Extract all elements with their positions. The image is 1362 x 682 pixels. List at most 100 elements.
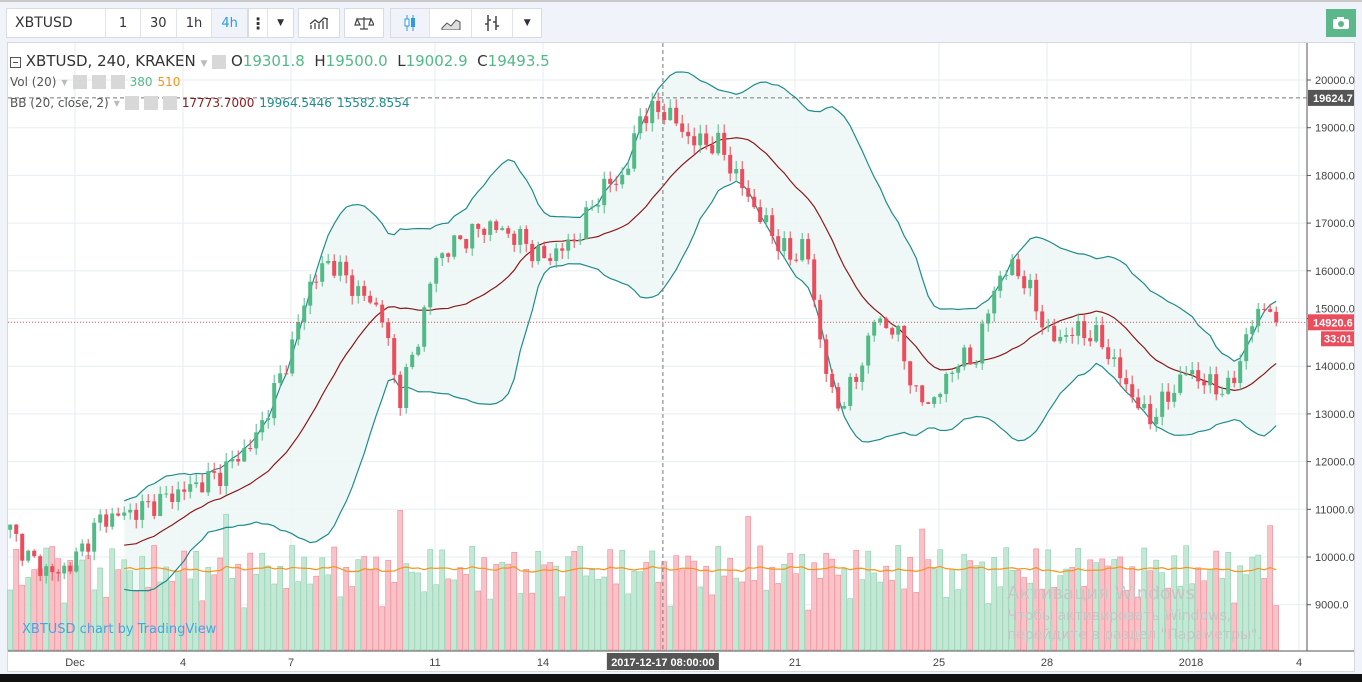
candle-body [578,239,583,242]
volume-bar [1225,551,1231,651]
volume-bar [1087,559,1093,651]
volume-bar [853,550,860,651]
volume-bar [889,579,896,651]
interval-1h[interactable]: 1h [177,9,213,37]
volume-bar [1231,602,1237,651]
volume-bar [247,552,253,651]
price-tick-label: 20000.0 [1315,75,1355,87]
volume-title[interactable]: Vol (20) [10,75,57,89]
time-tick-label: 4 [180,657,186,669]
volume-bar [205,567,211,651]
price-tick-label: 19000.0 [1315,123,1355,135]
price-tick-label: 18000.0 [1315,170,1355,182]
candle-body [734,169,739,174]
candle-body [122,512,127,516]
compare-icon[interactable] [345,9,383,37]
interval-30[interactable]: 30 [141,9,177,37]
candle-body [1142,403,1147,409]
volume-bar [661,561,668,651]
symbol-search[interactable]: XBTUSD [7,9,107,37]
camera-icon[interactable] [1326,9,1356,37]
time-tick-label: Dec [65,657,85,669]
interval-1[interactable]: 1 [106,9,141,37]
volume-bar [403,563,410,651]
candle-body [68,565,73,572]
candle-body [242,448,247,462]
volume-bar [739,581,746,651]
candle-body [272,382,277,419]
candle-body [302,305,307,323]
watermark[interactable]: XBTUSD chart by TradingView [22,622,217,637]
bb-upper-value: 19964.5446 [259,96,332,110]
candle-body [1250,326,1255,335]
candle-body [1214,374,1219,395]
candle-body [446,253,451,257]
volume-bar [769,566,776,651]
eye-icon[interactable] [212,54,227,69]
volume-bar [61,602,68,651]
volume-bar [1045,549,1051,651]
bb-title[interactable]: BB (20, close, 2) [10,96,109,110]
chevron-down-icon[interactable]: ▼ [113,98,120,108]
area-chart-icon[interactable] [430,9,472,37]
eye-icon[interactable] [124,96,139,110]
volume-bar [883,565,890,651]
volume-legend: Vol (20) ▼ 380 510 [10,75,180,89]
chevron-down-icon[interactable]: ▼ [200,59,208,69]
candle-body [224,461,229,487]
volume-bar [985,603,992,651]
candle-body [782,238,787,252]
volume-bar [97,567,103,651]
volume-bar [187,578,193,651]
candle-body [158,493,163,516]
candle-body [170,493,175,502]
candle-body [1028,279,1033,289]
interval-4h[interactable]: 4h [212,9,248,37]
low-label: L [397,52,406,70]
candle-body [1130,384,1135,398]
gear-icon[interactable] [143,96,158,110]
volume-value: 380 [129,75,153,89]
chevron-down-icon[interactable]: ▼ [277,18,285,28]
legend-title[interactable]: XBTUSD, 240, KRAKEN [25,52,196,70]
volume-bar [373,556,380,651]
candle-body [356,286,361,296]
candles-icon[interactable] [391,9,431,37]
indicators-icon[interactable] [299,9,339,37]
chevron-down-icon[interactable]: ▼ [523,18,531,28]
candle-body [746,188,751,197]
windows-activation-title: Активация Windows [1007,583,1195,604]
collapse-icon[interactable]: – [10,56,21,68]
volume-bar [511,551,518,651]
close-icon[interactable] [110,75,125,89]
candle-body [398,374,403,409]
candle-body [668,107,673,120]
eye-icon[interactable] [72,75,87,89]
volume-bar [355,559,362,651]
candle-body [152,501,157,516]
volume-bar [961,554,968,651]
volume-bar [175,570,181,651]
candle-body [1052,325,1057,342]
volume-ma-value: 510 [157,75,181,89]
bars-icon[interactable] [472,9,514,37]
volume-bar [565,556,572,651]
gear-icon[interactable] [91,75,106,89]
candle-body [980,323,985,364]
volume-bar [667,605,674,651]
volume-bar [19,584,26,651]
close-value: 19493.5 [487,52,550,70]
candle-body [374,302,379,305]
candle-body [200,482,205,493]
candle-body [932,397,937,404]
volume-bar [1147,570,1153,651]
candle-body [86,543,91,552]
chevron-down-icon[interactable]: ▼ [61,77,68,87]
close-icon[interactable] [162,96,177,110]
candle-body [650,100,655,124]
volume-bar [343,566,350,651]
more-icon[interactable]: ⋮ [249,9,269,37]
candle-body [1274,311,1279,323]
volume-bar [571,551,578,651]
